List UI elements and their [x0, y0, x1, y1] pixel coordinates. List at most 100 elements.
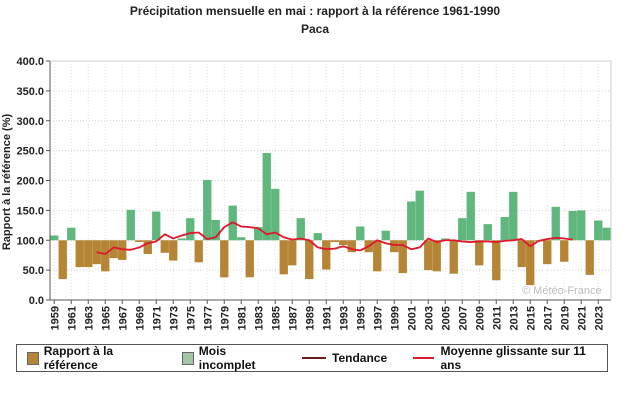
bar-2003 — [424, 240, 433, 271]
bar-1984 — [262, 153, 271, 241]
bar-1992 — [330, 240, 339, 243]
bar-1976 — [194, 240, 203, 263]
x-tick-label-1985: 1985 — [270, 306, 282, 330]
chart-legend: Rapport à la référence Mois incomplet Te… — [16, 344, 608, 372]
legend-label-mois-incomplet: Mois incomplet — [198, 344, 256, 372]
x-tick-label-1981: 1981 — [236, 306, 248, 330]
bar-1979 — [220, 240, 229, 278]
legend-item-moyenne: Moyenne glissante sur 11 ans — [413, 344, 591, 372]
x-tick-label-1991: 1991 — [321, 306, 333, 330]
bar-2021 — [577, 210, 586, 241]
bar-2022 — [585, 240, 594, 275]
bar-1972 — [160, 240, 169, 253]
bar-1989 — [305, 240, 314, 280]
x-tick-label-2023: 2023 — [593, 306, 605, 330]
bar-2008 — [466, 191, 475, 241]
bar-1962 — [75, 240, 84, 268]
bar-1961 — [67, 227, 76, 241]
bar-2017 — [543, 240, 552, 265]
bar-1995 — [356, 226, 365, 241]
x-tick-label-1963: 1963 — [83, 306, 95, 330]
bar-1968 — [126, 209, 135, 241]
bar-1969 — [135, 240, 144, 243]
x-tick-label-2015: 2015 — [525, 306, 537, 330]
y-tick-label: 0.0 — [29, 295, 44, 307]
bar-2019 — [560, 240, 569, 262]
legend-item-mois-incomplet: Mois incomplet — [182, 344, 276, 372]
x-tick-label-1993: 1993 — [338, 306, 350, 330]
x-tick-label-2011: 2011 — [491, 306, 503, 330]
bar-2001 — [407, 201, 416, 241]
bar-1990 — [313, 233, 322, 241]
bar-1973 — [169, 240, 178, 261]
y-axis-label: Rapport à la référence (%) — [1, 114, 13, 251]
bar-1960 — [58, 240, 67, 280]
bar-1975 — [186, 218, 195, 241]
x-tick-label-1971: 1971 — [151, 306, 163, 330]
moving-average-line — [96, 221, 573, 255]
x-tick-label-1965: 1965 — [100, 306, 112, 330]
bar-1998 — [381, 230, 390, 241]
y-tick-label: 400.0 — [16, 56, 44, 68]
bar-1965 — [101, 240, 110, 272]
bar-2013 — [509, 191, 518, 241]
legend-label-tendance: Tendance — [332, 351, 388, 365]
bar-1963 — [84, 240, 93, 268]
legend-swatch-moyenne — [413, 357, 435, 359]
bar-1983 — [254, 227, 263, 241]
x-tick-label-1967: 1967 — [117, 306, 129, 330]
x-tick-label-1987: 1987 — [287, 306, 299, 330]
bar-2024 — [602, 227, 611, 241]
chart-title: Précipitation mensuelle en mai : rapport… — [129, 4, 501, 18]
bar-2011 — [492, 240, 501, 281]
bar-2014 — [517, 240, 526, 268]
legend-swatch-tendance — [302, 357, 327, 359]
bar-1971 — [152, 211, 161, 241]
bar-1987 — [288, 240, 297, 266]
x-tick-label-1959: 1959 — [49, 306, 61, 330]
bar-1977 — [203, 179, 212, 241]
x-tick-label-2003: 2003 — [423, 306, 435, 330]
legend-swatch-mois-incomplet — [182, 351, 194, 365]
bar-1959 — [50, 235, 59, 241]
x-tick-label-2019: 2019 — [559, 306, 571, 330]
x-tick-label-1995: 1995 — [355, 306, 367, 330]
y-tick-label: 50.0 — [23, 265, 44, 277]
bar-2004 — [432, 240, 441, 272]
legend-item-rapport: Rapport à la référence — [27, 344, 156, 372]
x-tick-label-1997: 1997 — [372, 306, 384, 330]
bar-2015 — [526, 240, 535, 286]
bar-2002 — [415, 190, 424, 241]
bar-1997 — [373, 240, 382, 272]
x-tick-label-1977: 1977 — [202, 306, 214, 330]
bar-1991 — [322, 240, 331, 270]
bar-1966 — [109, 240, 118, 259]
x-tick-label-2009: 2009 — [474, 306, 486, 330]
y-tick-label: 200.0 — [16, 176, 44, 188]
watermark: © Météo-France — [522, 285, 602, 297]
x-tick-label-1973: 1973 — [168, 306, 180, 330]
bar-1970 — [143, 240, 152, 254]
bar-1994 — [347, 240, 356, 253]
bar-1985 — [271, 188, 280, 241]
y-tick-label: 350.0 — [16, 86, 44, 98]
x-tick-label-2001: 2001 — [406, 306, 418, 330]
bar-2007 — [458, 218, 467, 241]
x-tick-label-2007: 2007 — [457, 306, 469, 330]
bar-1981 — [237, 237, 246, 241]
bar-2012 — [500, 216, 509, 241]
bar-1988 — [296, 218, 305, 241]
x-tick-label-1969: 1969 — [134, 306, 146, 330]
x-tick-label-1979: 1979 — [219, 306, 231, 330]
y-tick-label: 300.0 — [16, 116, 44, 128]
x-tick-label-1983: 1983 — [253, 306, 265, 330]
bar-2020 — [568, 210, 577, 241]
chart-area: 0.0 50.0 100.0 150.0 200.0 250.0 300.0 350.0 400… — [1, 56, 612, 330]
x-tick-label-2013: 2013 — [508, 306, 520, 330]
bar-1986 — [279, 240, 288, 275]
x-tick-label-2021: 2021 — [576, 306, 588, 330]
bar-2009 — [475, 240, 484, 266]
legend-label-rapport: Rapport à la référence — [43, 344, 114, 372]
x-tick-label-1999: 1999 — [389, 306, 401, 330]
legend-item-tendance: Tendance — [302, 351, 387, 365]
